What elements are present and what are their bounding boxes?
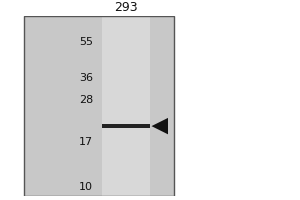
Bar <box>24 16 174 196</box>
Text: 17: 17 <box>79 137 93 147</box>
Text: 293: 293 <box>114 1 138 14</box>
Text: 10: 10 <box>79 182 93 192</box>
Polygon shape <box>152 118 168 134</box>
Text: 55: 55 <box>79 37 93 47</box>
Text: 36: 36 <box>79 73 93 83</box>
Bar <box>102 16 150 196</box>
Text: 28: 28 <box>79 95 93 105</box>
Bar <box>102 124 150 128</box>
Bar <box>24 16 174 196</box>
